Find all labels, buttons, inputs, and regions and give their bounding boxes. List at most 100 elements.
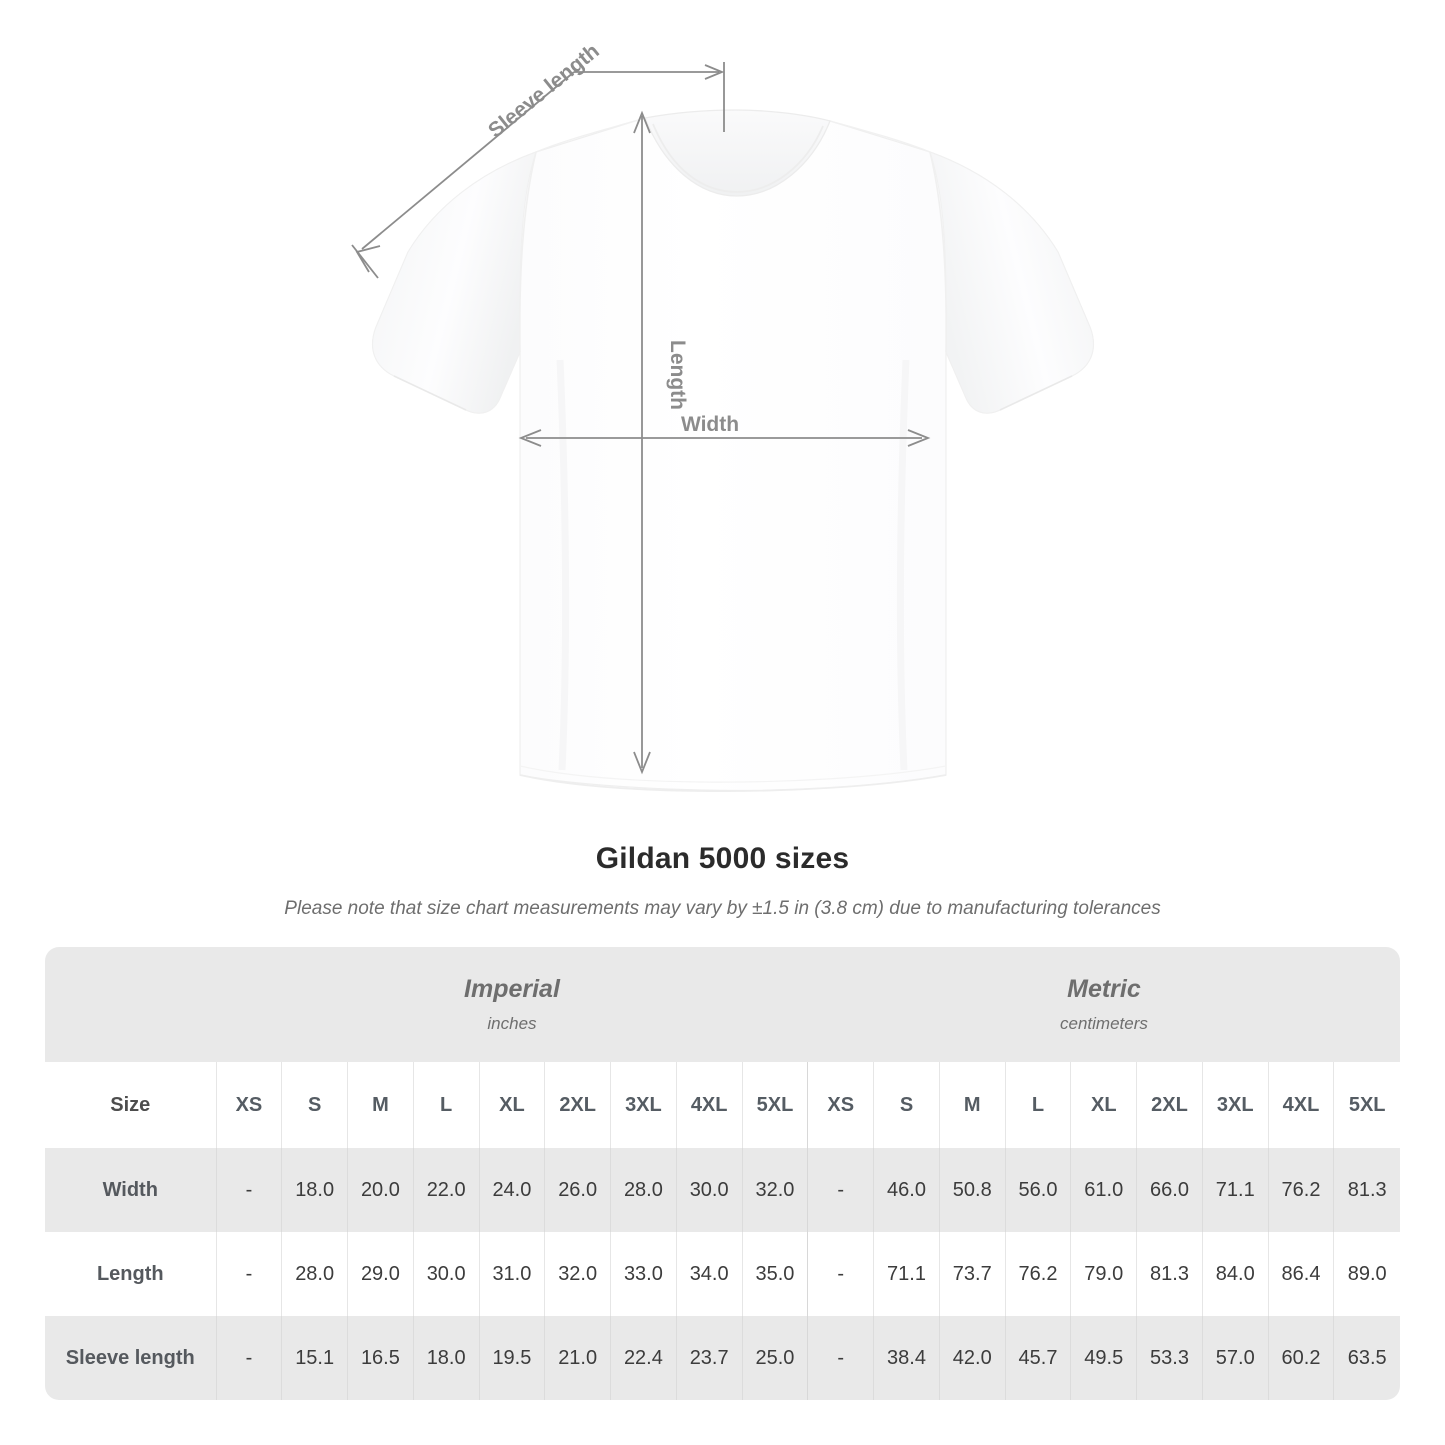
size-column-header: 5XL: [741, 1062, 808, 1148]
measurement-cell: 60.2: [1267, 1316, 1334, 1400]
measurement-cell: 81.3: [1333, 1148, 1400, 1232]
size-column-header: M: [938, 1062, 1006, 1148]
unit-group-header: Imperial inches: [216, 947, 808, 1062]
size-column-header: L: [1004, 1062, 1071, 1148]
measurement-cell: 25.0: [741, 1316, 808, 1400]
size-chart-table: Imperial inches Metric centimeters Size XS S M L…: [45, 947, 1400, 1400]
size-column-header: 3XL: [610, 1062, 677, 1148]
unit-group-header: Metric centimeters: [807, 947, 1400, 1062]
garment-shape: [372, 109, 1094, 793]
size-column-header: 3XL: [1201, 1062, 1269, 1148]
measurement-cell: 63.5: [1333, 1316, 1400, 1400]
length-label: Length: [666, 340, 689, 410]
measurement-cell: 45.7: [1004, 1316, 1071, 1400]
measurement-cell: 22.0: [412, 1148, 480, 1232]
tshirt-measurement-diagram: Sleeve length Length Width: [351, 39, 1094, 793]
table-header-row: Size XS S M L XL 2XL 3XL 4XL 5XL XS S M L XL 2XL 3XL 4XL 5…: [45, 1062, 1400, 1148]
size-column-header: 5XL: [1333, 1062, 1400, 1148]
measurement-cell: 34.0: [675, 1232, 743, 1316]
size-column-header: L: [412, 1062, 480, 1148]
size-chart-table-container: Imperial inches Metric centimeters Size XS S M L…: [45, 947, 1400, 1400]
page-title: Gildan 5000 sizes: [595, 842, 850, 875]
width-label: Width: [681, 413, 739, 436]
measurement-cell: -: [807, 1148, 874, 1232]
sleeve-length-label: Sleeve length: [484, 39, 604, 142]
size-column-header: XS: [215, 1062, 282, 1148]
measurement-annotations: [351, 62, 931, 775]
measurement-cell: 18.0: [412, 1316, 480, 1400]
measurement-cell: 24.0: [478, 1148, 545, 1232]
table-row: Width -18.0 20.0 22.0 24.0 26.0 28.0 30.0 32.0-4…: [45, 1148, 1400, 1232]
measurement-cell: 66.0: [1136, 1148, 1203, 1232]
size-column-header: XS: [807, 1062, 874, 1148]
measurement-cell: 35.0: [741, 1232, 808, 1316]
table-row: Sleeve length -15.1 16.5 18.0 19.5 21.0 22.4 23…: [45, 1316, 1400, 1400]
measurement-cell: -: [807, 1232, 874, 1316]
measurement-cell: -: [807, 1316, 874, 1400]
unit-group-name: Metric: [1067, 975, 1141, 1003]
measurement-cell: 31.0: [478, 1232, 545, 1316]
size-column-header: 4XL: [1267, 1062, 1334, 1148]
measurement-cell: 76.2: [1267, 1148, 1334, 1232]
measurement-cell: 22.4: [610, 1316, 677, 1400]
measurement-cell: 21.0: [544, 1316, 611, 1400]
measurement-cell: 33.0: [610, 1232, 677, 1316]
unit-group-unit: inches: [487, 1014, 537, 1033]
measurement-cell: 42.0: [938, 1316, 1006, 1400]
measurement-cell: 20.0: [347, 1148, 414, 1232]
measurement-row-label: Length: [45, 1232, 217, 1316]
measurement-cell: 18.0: [281, 1148, 348, 1232]
measurement-cell: -: [215, 1148, 282, 1232]
size-column-header: 2XL: [1136, 1062, 1203, 1148]
size-column-header: 2XL: [544, 1062, 611, 1148]
measurement-cell: 28.0: [281, 1232, 348, 1316]
measurement-cell: -: [215, 1316, 282, 1400]
tolerance-note: Please note that size chart measurements…: [284, 898, 1161, 919]
measurement-cell: 38.4: [873, 1316, 940, 1400]
measurement-cell: 32.0: [741, 1148, 808, 1232]
measurement-cell: 29.0: [347, 1232, 414, 1316]
measurement-cell: 81.3: [1136, 1232, 1203, 1316]
width-dimension: [518, 429, 931, 447]
size-column-header: XL: [1070, 1062, 1137, 1148]
measurement-cell: 73.7: [938, 1232, 1006, 1316]
sleeve-length-dimension: [351, 62, 725, 279]
size-column-header: S: [873, 1062, 940, 1148]
measurement-cell: 50.8: [938, 1148, 1006, 1232]
measurement-cell: 46.0: [873, 1148, 940, 1232]
measurement-cell: 76.2: [1004, 1232, 1071, 1316]
measurement-cell: 79.0: [1070, 1232, 1137, 1316]
measurement-cell: 57.0: [1201, 1316, 1269, 1400]
measurement-cell: 15.1: [281, 1316, 348, 1400]
table-corner-label: Size: [45, 1062, 217, 1148]
measurement-cell: 26.0: [544, 1148, 611, 1232]
tshirt-illustration: Sleeve length Length Width: [351, 39, 1094, 793]
unit-group-unit: centimeters: [1060, 1014, 1148, 1033]
measurement-cell: 56.0: [1004, 1148, 1071, 1232]
measurement-row-label: Width: [45, 1148, 217, 1232]
measurement-cell: 71.1: [1201, 1148, 1269, 1232]
size-column-header: M: [347, 1062, 414, 1148]
size-column-header: 4XL: [675, 1062, 743, 1148]
measurement-row-label: Sleeve length: [45, 1316, 217, 1400]
measurement-cell: 49.5: [1070, 1316, 1137, 1400]
measurement-cell: 32.0: [544, 1232, 611, 1316]
measurement-cell: 28.0: [610, 1148, 677, 1232]
measurement-cell: 23.7: [675, 1316, 743, 1400]
measurement-cell: -: [215, 1232, 282, 1316]
measurement-cell: 16.5: [347, 1316, 414, 1400]
unit-band-row: Imperial inches Metric centimeters: [45, 947, 1400, 1062]
measurement-cell: 30.0: [412, 1232, 480, 1316]
unit-band-spacer: [45, 947, 217, 1062]
title-block: Gildan 5000 sizes Please note that size …: [0, 840, 1445, 922]
measurement-cell: 19.5: [478, 1316, 545, 1400]
size-column-header: XL: [478, 1062, 545, 1148]
table-row: Length -28.0 29.0 30.0 31.0 32.0 33.0 34.0 35.0-…: [45, 1232, 1400, 1316]
measurement-cell: 84.0: [1201, 1232, 1269, 1316]
measurement-cell: 86.4: [1267, 1232, 1334, 1316]
measurement-cell: 71.1: [873, 1232, 940, 1316]
measurement-cell: 61.0: [1070, 1148, 1137, 1232]
measurement-cell: 30.0: [675, 1148, 743, 1232]
measurement-cell: 89.0: [1333, 1232, 1400, 1316]
size-column-header: S: [281, 1062, 348, 1148]
